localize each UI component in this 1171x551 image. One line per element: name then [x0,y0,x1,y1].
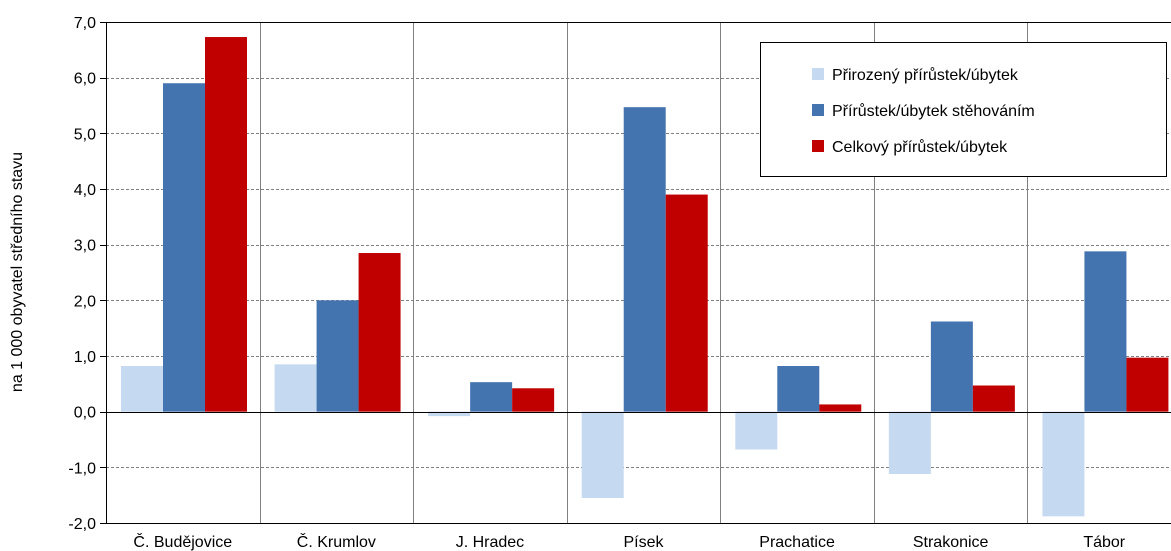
x-category-label: Č. Krumlov [297,532,376,551]
legend-box [760,42,1167,177]
bar [1084,251,1127,412]
bar [1126,357,1169,412]
legend-swatch [812,68,824,80]
legend: Přirozený přírůstek/úbytek Přírůstek/úbyt… [760,42,1167,177]
bar [274,364,317,412]
bar [470,382,513,412]
bar [121,366,163,412]
bar [777,366,820,412]
bar [735,411,778,450]
x-category-label: Prachatice [759,534,835,551]
y-tick-label: 4,0 [74,182,96,199]
bar [623,107,666,412]
y-tick-label: 5,0 [74,126,96,143]
legend-swatch [812,140,824,152]
bar [972,385,1015,412]
y-tick-labels: -2,0 -1,0 0,0 1,0 2,0 3,0 4,0 5,0 6,0 7,0 [68,15,96,533]
category-separators [260,22,1028,523]
y-tick-label: 0,0 [74,405,96,422]
legend-label: Přírůstek/úbytek stěhováním [832,102,1035,120]
bar [930,321,973,412]
y-tick-label: 1,0 [74,349,96,366]
y-axis-title: na 1 000 obyvatel středního stavu [9,152,26,392]
x-category-label: Strakonice [913,534,989,551]
x-category-label: Č. Budějovice [133,532,232,551]
x-category-label: Tábor [1083,534,1125,551]
y-tick-label: -2,0 [68,516,96,533]
bar [665,194,708,412]
y-tick-label: 3,0 [74,238,96,255]
bars-layer [121,37,1169,517]
y-tick-label: 2,0 [74,293,96,310]
y-tick-label: 7,0 [74,15,96,32]
x-category-labels: Č. Budějovice Č. Krumlov J. Hradec Písek Pra… [133,532,1125,551]
bar [428,411,471,417]
y-tick-label: -1,0 [68,460,96,477]
y-tick-label: 6,0 [74,71,96,88]
axes-layer [100,22,1171,524]
x-category-label: J. Hradec [456,534,524,551]
bar [205,37,247,412]
bar [888,411,931,475]
bar [358,253,401,412]
legend-label: Přirozený přírůstek/úbytek [832,66,1019,84]
legend-swatch [812,104,824,116]
bar [512,388,555,412]
bar [819,404,862,412]
bar [163,83,205,412]
bar [1042,411,1085,517]
bar [581,411,624,498]
legend-label: Celkový přírůstek/úbytek [832,138,1008,156]
x-category-label: Písek [623,534,664,551]
bar [316,300,359,412]
